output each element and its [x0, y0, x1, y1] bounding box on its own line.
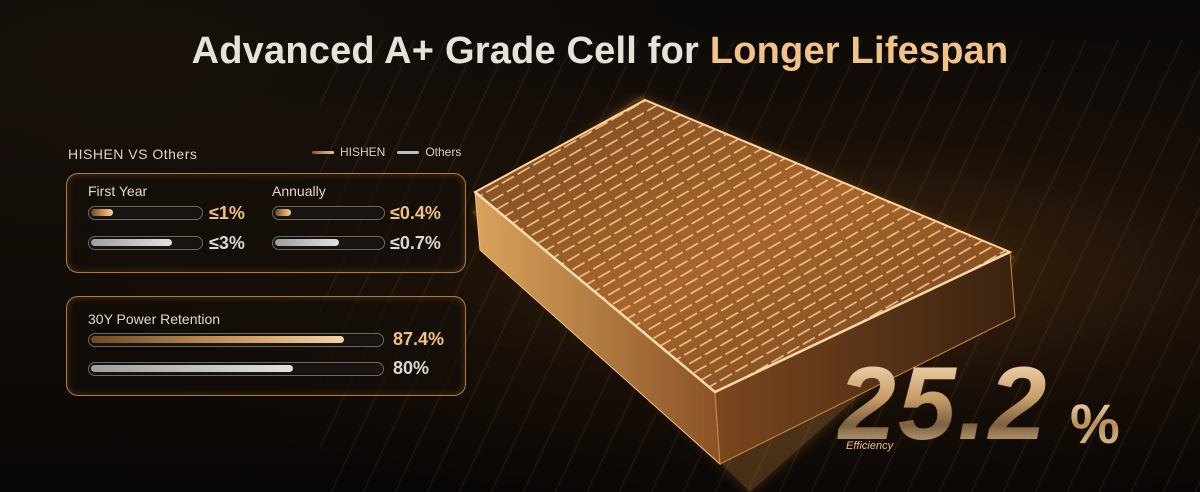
legend-hishen-swatch	[312, 150, 334, 154]
efficiency-value: 25.2	[838, 346, 1049, 462]
annually-label: Annually	[272, 183, 326, 199]
legend: HISHEN Others	[312, 145, 461, 159]
annually-hishen-bar	[272, 206, 385, 220]
annually-hishen-value: ≤0.4%	[390, 203, 441, 223]
annually-others-bar	[272, 236, 385, 250]
retention-others-value: 80%	[393, 358, 430, 378]
annually-hishen-fill	[275, 209, 291, 216]
first-year-others-bar	[88, 236, 203, 250]
legend-others-label: Others	[425, 145, 462, 159]
degradation-panel	[66, 173, 466, 273]
retention-hishen-value: 87.4%	[393, 329, 445, 349]
retention-others-bar	[88, 362, 384, 376]
efficiency-label: Efficiency	[846, 440, 894, 452]
solar-cell-graphic	[472, 96, 1016, 492]
first-year-others-fill	[91, 239, 172, 246]
legend-others-swatch	[397, 150, 420, 154]
first-year-label: First Year	[88, 183, 148, 199]
annually-others-value: ≤0.7%	[390, 233, 441, 253]
retention-hishen-bar	[88, 333, 384, 347]
retention-others-fill	[91, 365, 293, 372]
efficiency-unit: %	[1070, 392, 1120, 455]
retention-hishen-fill	[91, 336, 344, 343]
page-title: Advanced A+ Grade Cell for Longer Lifesp…	[0, 30, 1200, 73]
first-year-hishen-bar	[88, 206, 203, 220]
first-year-hishen-value: ≤1%	[209, 203, 245, 223]
first-year-others-value: ≤3%	[209, 233, 245, 253]
comparison-heading: HISHEN VS Others	[68, 146, 198, 162]
title-part-1: Advanced A+ Grade Cell for	[191, 30, 710, 72]
annually-others-fill	[275, 239, 339, 246]
title-part-2: Longer Lifespan	[709, 30, 1009, 72]
solar-cell-illustration	[470, 92, 1030, 492]
first-year-hishen-fill	[91, 209, 113, 216]
retention-label: 30Y Power Retention	[88, 311, 221, 327]
legend-hishen-label: HISHEN	[340, 145, 386, 159]
